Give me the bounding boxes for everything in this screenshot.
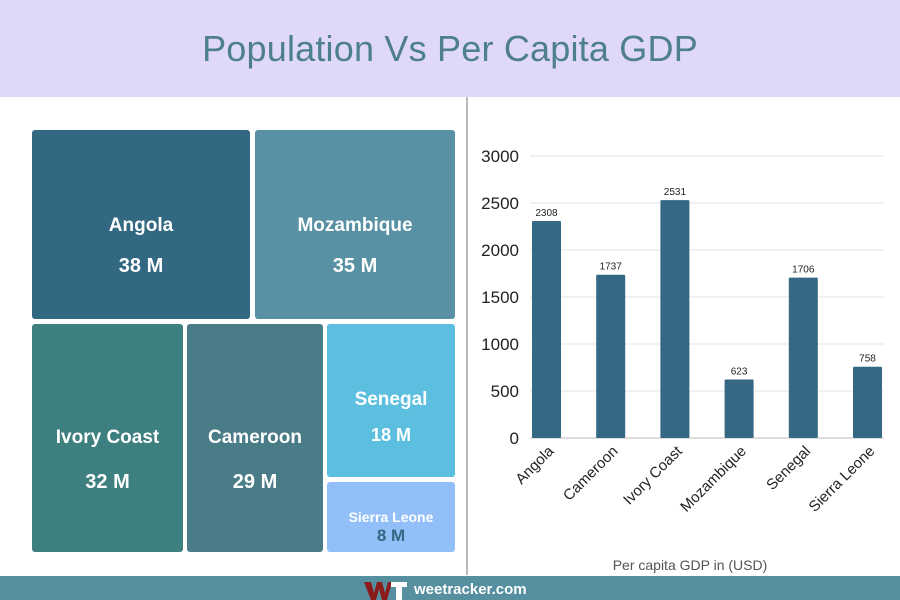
bar-mozambique xyxy=(724,379,754,438)
bar-chart: 0 500 1000 1500 2000 2500 3000 2308 1737 2531 623… xyxy=(481,147,884,573)
weetracker-logo-icon xyxy=(364,582,407,600)
tile-label: Mozambique xyxy=(297,215,413,236)
tile-value: 18 M xyxy=(370,425,412,445)
tile-value: 38 M xyxy=(118,255,164,277)
treemap-tile-sierra-leone: Sierra Leone 8 M xyxy=(327,482,455,552)
y-tick-label: 2000 xyxy=(481,241,519,260)
tile-label: Cameroon xyxy=(208,427,302,448)
x-tick-label: Cameroon xyxy=(560,443,622,505)
bar-senegal xyxy=(788,277,818,438)
y-tick-label: 500 xyxy=(491,382,519,401)
y-tick-label: 1000 xyxy=(481,335,519,354)
x-tick-label: Sierra Leone xyxy=(806,443,879,516)
treemap-tile-angola: Angola 38 M xyxy=(32,130,250,319)
y-tick-label: 1500 xyxy=(481,288,519,307)
treemap-tile-senegal: Senegal 18 M xyxy=(327,324,455,477)
tile-value: 35 M xyxy=(332,255,378,277)
treemap-tile-mozambique: Mozambique 35 M xyxy=(255,130,455,319)
bar-cameroon xyxy=(596,274,626,438)
x-tick-label: Angola xyxy=(512,442,558,488)
data-labels: 2308 1737 2531 623 1706 758 xyxy=(535,187,876,377)
bar-ivory-coast xyxy=(660,200,690,438)
tile-label: Angola xyxy=(108,215,174,236)
data-label: 2531 xyxy=(664,187,687,198)
y-axis-ticks: 0 500 1000 1500 2000 2500 3000 xyxy=(481,147,519,448)
y-tick-label: 3000 xyxy=(481,147,519,166)
data-label: 1737 xyxy=(600,262,623,273)
treemap-tile-cameroon: Cameroon 29 M xyxy=(187,324,323,552)
header-banner: Population Vs Per Capita GDP xyxy=(0,0,900,97)
x-tick-label: Mozambique xyxy=(677,443,750,516)
tile-value: 29 M xyxy=(232,471,278,493)
y-tick-label: 0 xyxy=(510,429,519,448)
data-label: 1706 xyxy=(792,265,815,276)
data-label: 2308 xyxy=(535,208,558,219)
x-axis-title: Per capita GDP in (USD) xyxy=(613,557,768,573)
bar-angola xyxy=(532,221,561,438)
tile-label: Ivory Coast xyxy=(55,427,160,448)
y-tick-label: 2500 xyxy=(481,194,519,213)
tile-label: Sierra Leone xyxy=(348,509,434,525)
x-tick-label: Ivory Coast xyxy=(620,442,686,508)
panel-divider xyxy=(466,97,468,575)
bar-sierra-leone xyxy=(853,366,882,438)
treemap-tile-ivory-coast: Ivory Coast 32 M xyxy=(32,324,183,552)
tile-value: 32 M xyxy=(85,471,130,493)
site-name: weetracker.com xyxy=(414,581,527,598)
page-title: Population Vs Per Capita GDP xyxy=(202,28,698,69)
data-label: 623 xyxy=(731,366,748,377)
bars xyxy=(532,200,882,438)
tile-value: 8 M xyxy=(376,526,406,545)
footer-bar xyxy=(0,576,900,600)
grid-lines xyxy=(530,155,884,439)
data-label: 758 xyxy=(859,354,876,365)
tile-label: Senegal xyxy=(354,389,428,410)
x-tick-label: Senegal xyxy=(763,443,814,494)
